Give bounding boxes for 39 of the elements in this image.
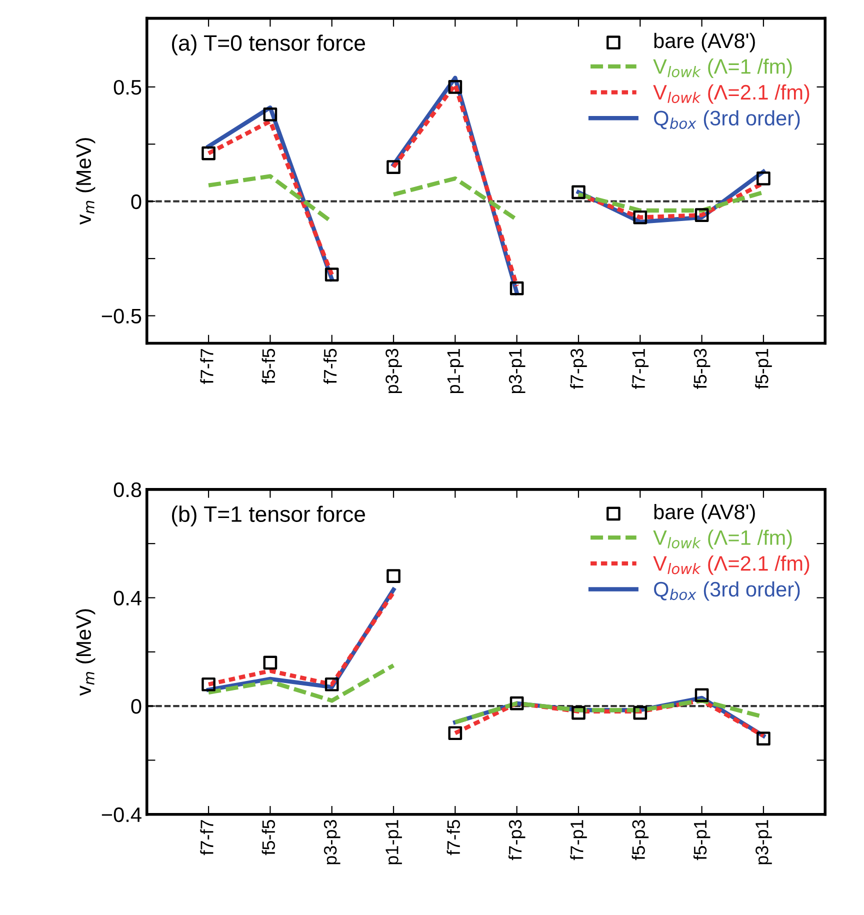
x-tick-label: f7-p1 [570, 820, 587, 860]
x-tick-label: f5-p1 [755, 348, 772, 389]
x-tick-label: f7-f5 [446, 820, 460, 856]
x-tick-label: p3-p1 [508, 348, 526, 394]
x-tick-label: p3-p1 [756, 820, 772, 864]
y-tick-label: 0.8 [114, 482, 142, 498]
text: (b) T=1 tensor force [172, 506, 365, 526]
legend-label: V$_{lowk}$ (Λ=1 /fm) [653, 530, 792, 550]
x-tick-label: f7-f5 [323, 348, 337, 384]
y-tick-label: 0.4 [114, 590, 142, 606]
y-tick-label: −0.5 [102, 308, 142, 324]
x-tick-label: f7-p3 [508, 820, 526, 860]
legend-label: Q$_{box}$ (3rd order) [654, 581, 800, 601]
x-tick-label: f5-f5 [262, 820, 276, 856]
legend-label: V$_{lowk}$ (Λ=1 /fm) [653, 58, 792, 78]
x-tick-label: f5-p3 [632, 820, 649, 860]
y-tick-label: 0.5 [114, 80, 142, 95]
legend-label: bare (AV8') [654, 32, 755, 52]
y-tick-label: −0.4 [102, 807, 142, 822]
x-tick-label: f5-p1 [693, 820, 710, 860]
legend-label: V$_{lowk}$ (Λ=2.1 /fm) [653, 84, 810, 104]
x-tick-label: f5-f5 [262, 348, 276, 384]
x-tick-label: p3-p3 [324, 820, 340, 864]
legend-label: V$_{lowk}$ (Λ=2.1 /fm) [653, 556, 810, 575]
x-tick-label: p1-p1 [386, 820, 402, 864]
x-tick-label: f7-f7 [200, 348, 214, 384]
x-tick-label: f5-p3 [693, 348, 710, 389]
y-axis-title: v$_{m}$ (MeV) [76, 609, 96, 696]
x-tick-label: p1-p1 [447, 348, 464, 394]
x-tick-label: f7-p3 [570, 348, 587, 389]
legend-label: bare (AV8') [654, 504, 755, 524]
x-tick-label: f7-p1 [632, 348, 649, 389]
x-tick-label: p3-p3 [386, 348, 402, 394]
y-axis-title: v$_{m}$ (MeV) [76, 138, 96, 225]
text: (a) T=0 tensor force [172, 34, 365, 56]
legend-label: Q$_{box}$ (3rd order) [654, 110, 800, 130]
y-tick-label: 0 [131, 699, 142, 714]
x-tick-label: f7-f7 [200, 820, 214, 856]
y-tick-label: 0 [131, 194, 142, 210]
